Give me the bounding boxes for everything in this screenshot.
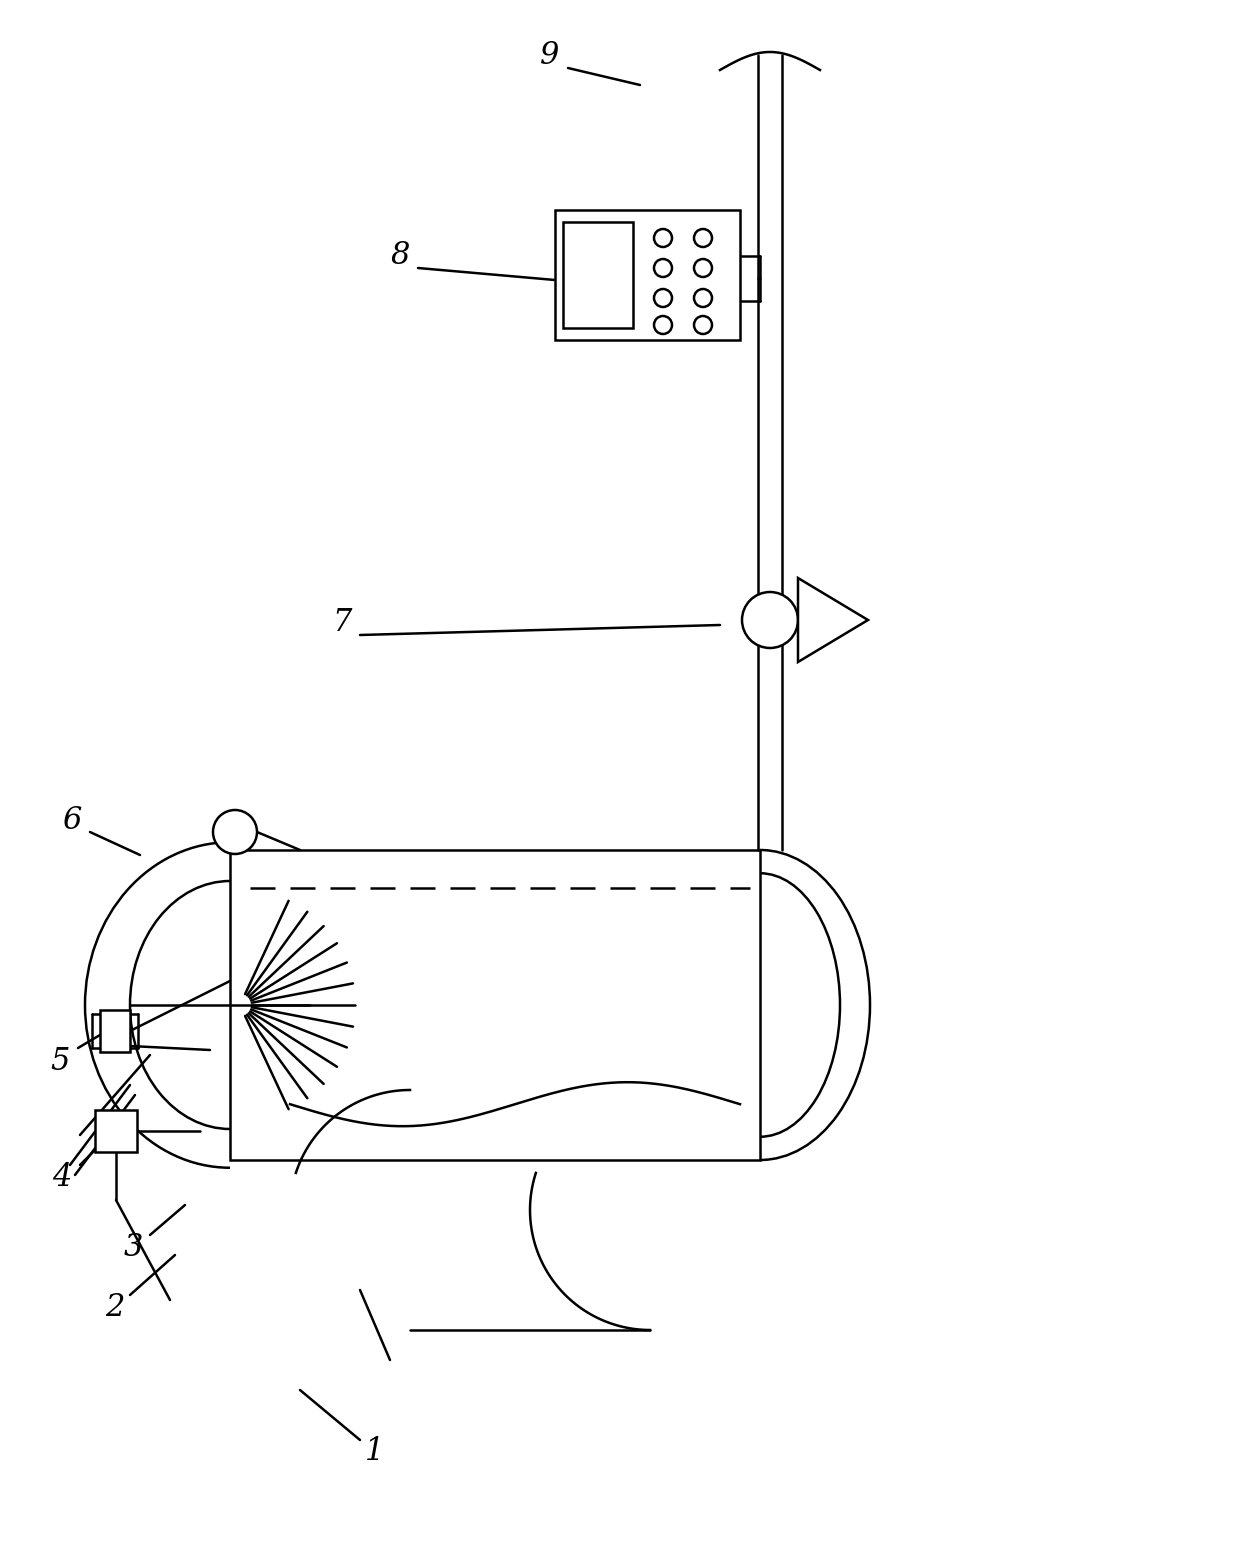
Text: 1: 1 (366, 1436, 384, 1468)
Circle shape (653, 229, 672, 248)
Circle shape (213, 810, 257, 854)
Text: 3: 3 (123, 1232, 143, 1264)
Circle shape (694, 259, 712, 277)
Circle shape (653, 288, 672, 307)
Text: 2: 2 (105, 1293, 125, 1323)
Polygon shape (799, 578, 868, 662)
Text: 9: 9 (541, 39, 559, 70)
Circle shape (653, 259, 672, 277)
Circle shape (694, 316, 712, 333)
Text: 7: 7 (332, 606, 352, 637)
Circle shape (742, 592, 799, 648)
Bar (229, 851, 760, 1161)
Circle shape (694, 229, 712, 248)
Bar (563, 221, 632, 329)
Bar (95, 1109, 136, 1151)
Text: 5: 5 (51, 1047, 69, 1078)
Text: 4: 4 (52, 1162, 72, 1193)
Text: 6: 6 (62, 804, 82, 835)
Text: 8: 8 (391, 240, 409, 271)
Bar (100, 1010, 130, 1052)
Bar (556, 210, 740, 340)
Circle shape (694, 288, 712, 307)
Circle shape (653, 316, 672, 333)
